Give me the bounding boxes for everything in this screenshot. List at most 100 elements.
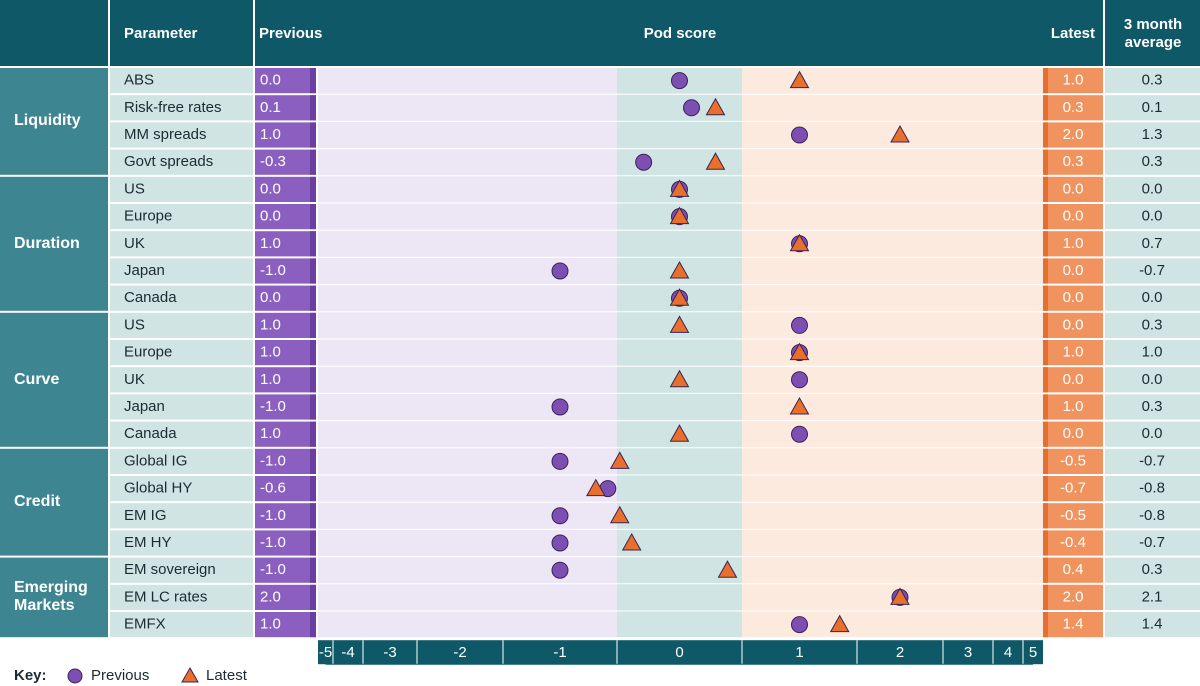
plot-band [857, 68, 943, 638]
latest-strip [1043, 448, 1048, 474]
average-cell [1105, 95, 1200, 121]
latest-marker [705, 97, 726, 116]
previous-marker [791, 126, 808, 144]
param-cell [110, 448, 253, 474]
previous-cell [255, 503, 316, 529]
average-value: 1.3 [1142, 126, 1163, 143]
previous-marker [551, 561, 569, 579]
previous-strip [310, 394, 316, 420]
previous-strip [310, 122, 316, 148]
latest-marker [789, 70, 810, 89]
latest-marker [585, 478, 606, 497]
x-tick-label: -4 [341, 644, 354, 661]
previous-value: -1.0 [260, 507, 286, 524]
latest-marker [705, 152, 726, 170]
average-value: 0.7 [1142, 235, 1163, 252]
param-cell [110, 584, 253, 610]
param-cell [110, 258, 253, 284]
param-cell [110, 204, 253, 230]
previous-marker [635, 153, 653, 171]
plot-band [993, 68, 1023, 638]
previous-cell [255, 584, 316, 610]
previous-cell [255, 530, 316, 556]
latest-value: -0.5 [1060, 452, 1086, 469]
param-cell [110, 285, 253, 311]
group-label-box: Credit [14, 493, 60, 510]
latest-strip [1043, 231, 1048, 257]
latest-value: -0.7 [1060, 480, 1086, 497]
latest-cell [1043, 204, 1103, 230]
previous-strip [310, 367, 316, 393]
average-value: 0.1 [1142, 99, 1163, 116]
previous-cell [255, 285, 316, 311]
previous-value: 1.0 [260, 316, 281, 333]
previous-cell [255, 367, 316, 393]
previous-strip [310, 584, 316, 610]
x-tick-label: -2 [453, 644, 466, 661]
previous-marker [791, 316, 808, 334]
average-cell [1105, 149, 1200, 175]
previous-strip [310, 557, 316, 583]
x-tick-label: 3 [964, 644, 972, 661]
previous-strip [310, 476, 316, 502]
previous-value: 0.1 [260, 99, 281, 116]
average-value: 0.0 [1142, 208, 1163, 225]
header-latest: Latest [1051, 25, 1095, 42]
latest-strip [1043, 285, 1048, 311]
param-cell [110, 557, 253, 583]
group-cell [0, 176, 108, 311]
plot-band [417, 68, 503, 638]
previous-cell [255, 176, 316, 202]
param-label: Europe [124, 208, 172, 225]
previous-strip [310, 340, 316, 366]
average-cell [1105, 476, 1200, 502]
previous-value: 1.0 [260, 235, 281, 252]
latest-cell [1043, 68, 1103, 94]
previous-cell [255, 95, 316, 121]
average-cell [1105, 421, 1200, 447]
previous-cell [255, 149, 316, 175]
latest-strip [1043, 421, 1048, 447]
latest-value: 1.0 [1063, 72, 1084, 89]
param-label: Global IG [124, 452, 187, 469]
previous-strip [310, 176, 316, 202]
previous-value: -0.6 [260, 480, 286, 497]
latest-marker [669, 206, 690, 225]
latest-strip [1043, 312, 1048, 338]
latest-marker [669, 369, 690, 388]
previous-strip [310, 149, 316, 175]
average-value: 0.3 [1142, 316, 1163, 333]
param-cell [110, 95, 253, 121]
plot-band [318, 68, 333, 638]
latest-marker [789, 396, 810, 415]
latest-strip [1043, 612, 1048, 638]
header-average-box: 3 month average [1124, 16, 1182, 51]
axis-bg [318, 640, 1043, 665]
previous-strip [310, 285, 316, 311]
latest-value: 0.3 [1063, 99, 1084, 116]
average-cell [1105, 340, 1200, 366]
average-value: -0.7 [1139, 534, 1165, 551]
latest-strip [1043, 122, 1048, 148]
latest-value: 0.0 [1063, 289, 1084, 306]
latest-cell [1043, 448, 1103, 474]
param-label: EM sovereign [124, 561, 216, 578]
param-cell [110, 394, 253, 420]
previous-value: 1.0 [260, 425, 281, 442]
latest-marker [890, 587, 910, 605]
previous-cell [255, 231, 316, 257]
previous-cell [255, 312, 316, 338]
legend-label: Previous [91, 667, 149, 684]
previous-marker [551, 452, 569, 470]
previous-strip [310, 448, 316, 474]
param-label: EM HY [124, 534, 172, 551]
previous-value: -1.0 [260, 561, 286, 578]
previous-cell [255, 557, 316, 583]
previous-marker [791, 371, 808, 389]
latest-cell [1043, 285, 1103, 311]
latest-marker [717, 560, 738, 578]
latest-strip [1043, 557, 1048, 583]
param-label: Canada [124, 425, 177, 442]
plot-band [363, 68, 417, 638]
latest-cell [1043, 176, 1103, 202]
